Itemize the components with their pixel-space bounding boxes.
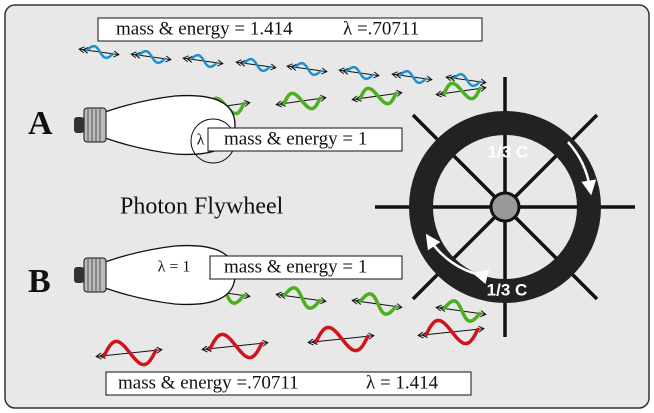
- photon: [435, 299, 487, 323]
- bottom-speed: 1/3 C: [487, 280, 528, 299]
- box-b: [209, 255, 403, 280]
- photon: [95, 339, 163, 367]
- photon: [391, 69, 433, 85]
- photon: [435, 81, 487, 101]
- bottom-energy: mass & energy =.70711: [118, 372, 299, 393]
- photon: [78, 44, 120, 60]
- top-wavelength: λ =.70711: [343, 18, 419, 39]
- bulb-b-wavelength: λ = 1: [158, 259, 191, 276]
- photon: [445, 72, 487, 88]
- top-speed: 1/3 C: [488, 142, 529, 161]
- label-b: B: [28, 263, 51, 300]
- top-box: [97, 17, 483, 42]
- photon: [338, 65, 380, 81]
- photon: [182, 53, 224, 69]
- photon: [275, 286, 327, 310]
- waves: [78, 44, 487, 367]
- bottom-box: [105, 371, 472, 396]
- label-a: A: [28, 105, 53, 142]
- box-a: [207, 127, 403, 152]
- bulb-b: [74, 244, 236, 306]
- photon: [417, 318, 485, 346]
- photon: [201, 332, 269, 360]
- flywheel: [375, 77, 635, 337]
- photon: [351, 292, 403, 316]
- photon: [351, 86, 403, 106]
- photon: [235, 57, 277, 73]
- photon: [275, 91, 327, 111]
- photon: [130, 49, 172, 65]
- box-b-text: mass & energy = 1: [224, 256, 367, 277]
- bulb-a: [74, 94, 236, 164]
- title: Photon Flywheel: [120, 194, 284, 220]
- box-a-text: mass & energy = 1: [224, 128, 367, 149]
- bottom-wavelength: λ = 1.414: [366, 372, 439, 393]
- photon: [286, 61, 328, 77]
- photon: [307, 325, 375, 353]
- top-energy: mass & energy = 1.414: [116, 18, 293, 39]
